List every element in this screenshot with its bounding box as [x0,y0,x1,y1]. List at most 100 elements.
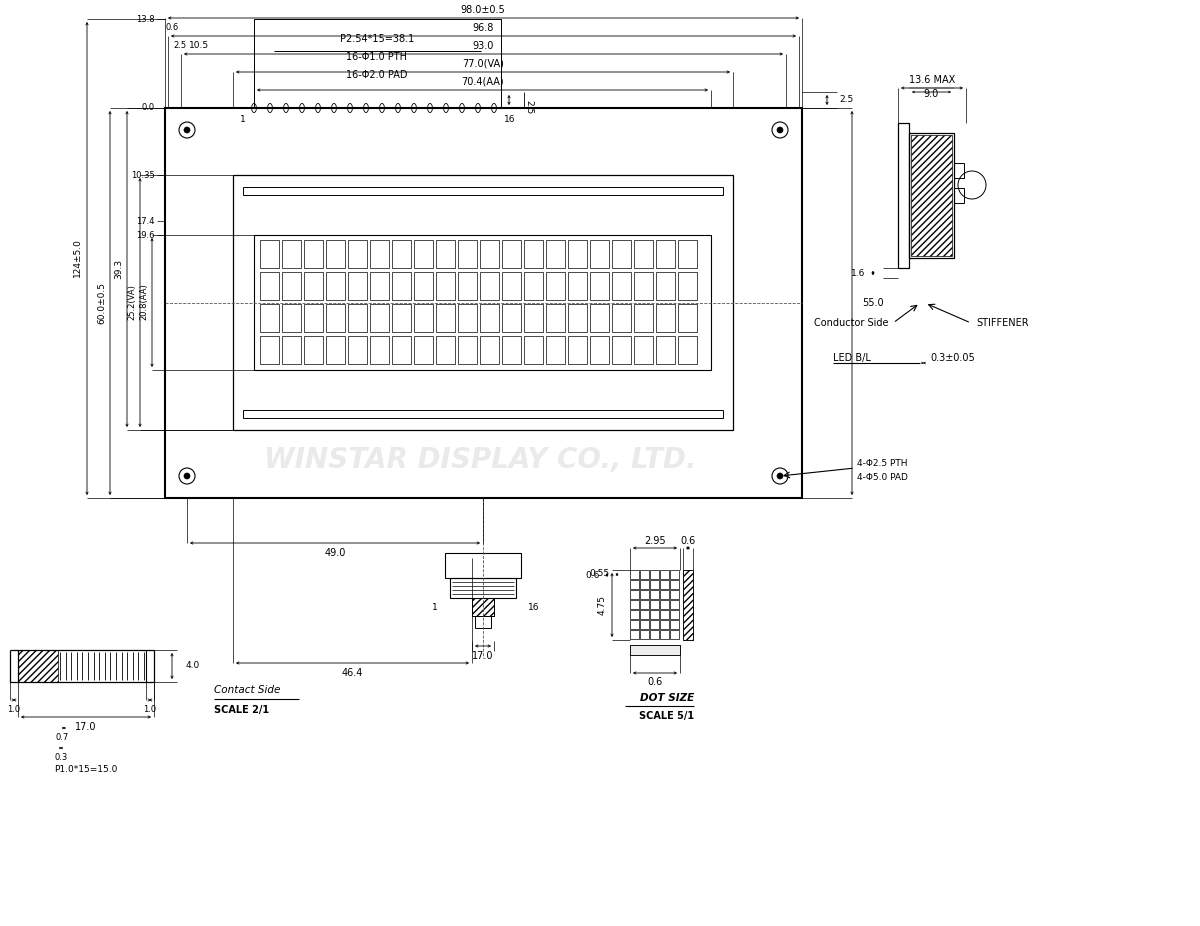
Bar [650,580,659,589]
Bar [458,304,478,332]
Bar [683,570,694,640]
Bar [260,304,278,332]
Text: 16-Φ1.0 PTH: 16-Φ1.0 PTH [347,52,408,62]
Bar [326,304,346,332]
Bar [656,304,674,332]
Text: SCALE 5/1: SCALE 5/1 [640,711,695,721]
Bar [630,645,680,655]
Bar [670,630,679,639]
Text: 4-Φ2.5 PTH: 4-Φ2.5 PTH [857,458,907,468]
Bar [670,620,679,629]
Bar [458,240,478,268]
Bar [472,598,494,616]
Bar [660,620,670,629]
Text: 1: 1 [240,116,246,124]
Bar [660,580,670,589]
Bar [640,600,649,609]
Text: 13.8: 13.8 [137,15,155,23]
Bar [326,336,346,364]
Bar [612,272,631,300]
Bar [414,336,433,364]
Text: 4.75: 4.75 [598,595,606,615]
Text: 0.3±0.05: 0.3±0.05 [930,353,974,363]
Bar [612,336,631,364]
Bar [630,600,640,609]
Bar [640,580,649,589]
Bar [348,304,367,332]
Bar [910,133,954,258]
Text: 10.35: 10.35 [131,170,155,180]
Text: LED B/L: LED B/L [833,353,871,363]
Bar [546,304,565,332]
Text: 93.0: 93.0 [473,41,493,51]
Bar [282,272,301,300]
Bar [670,580,679,589]
Text: 17.0: 17.0 [473,651,493,661]
Text: 70.4(AA): 70.4(AA) [461,77,503,87]
Bar [660,630,670,639]
Bar [480,304,499,332]
Text: 2.95: 2.95 [644,536,666,546]
Text: 0.7: 0.7 [55,732,68,742]
Bar [590,304,610,332]
Bar [304,336,323,364]
Text: 17.0: 17.0 [76,722,97,732]
Bar [260,336,278,364]
Bar [348,336,367,364]
Bar [392,240,410,268]
Bar [348,272,367,300]
Bar [612,240,631,268]
Bar [650,590,659,599]
Bar [590,272,610,300]
Text: 9.0: 9.0 [923,89,938,99]
Text: 16: 16 [528,603,540,611]
Bar [304,240,323,268]
Bar [242,187,722,195]
Bar [678,304,697,332]
Bar [634,240,653,268]
Bar [414,272,433,300]
Bar [670,590,679,599]
Bar [392,272,410,300]
Bar [480,240,499,268]
Text: 10.5: 10.5 [188,42,209,51]
Bar [260,240,278,268]
Bar [590,240,610,268]
Bar [954,188,964,203]
Bar [650,610,659,619]
Bar [392,336,410,364]
Bar [630,590,640,599]
Text: DOT SIZE: DOT SIZE [640,693,694,703]
Bar [233,175,733,430]
Bar [660,590,670,599]
Bar [304,272,323,300]
Bar [524,336,542,364]
Bar [678,240,697,268]
Text: 77.0(VA): 77.0(VA) [462,59,504,69]
Text: 124±5.0: 124±5.0 [72,239,82,278]
Bar [282,336,301,364]
Bar [670,570,679,579]
Text: 0.55: 0.55 [590,569,610,579]
Bar [450,578,516,598]
Text: 2.5: 2.5 [839,95,853,105]
Circle shape [778,127,784,133]
Text: P1.0*15=15.0: P1.0*15=15.0 [54,766,118,774]
Bar [568,240,587,268]
Bar [656,336,674,364]
Text: 0.6: 0.6 [586,570,600,580]
Bar [630,645,680,655]
Text: 98.0±0.5: 98.0±0.5 [461,5,505,15]
Bar [630,610,640,619]
Text: 13.6 MAX: 13.6 MAX [908,75,955,85]
Bar [568,272,587,300]
Bar [678,272,697,300]
Bar [670,600,679,609]
Bar [650,600,659,609]
Bar [546,240,565,268]
Text: 25.2(VA): 25.2(VA) [127,284,137,320]
Circle shape [184,473,190,479]
Text: 0.3: 0.3 [54,753,67,761]
Bar [630,620,640,629]
Bar [436,304,455,332]
